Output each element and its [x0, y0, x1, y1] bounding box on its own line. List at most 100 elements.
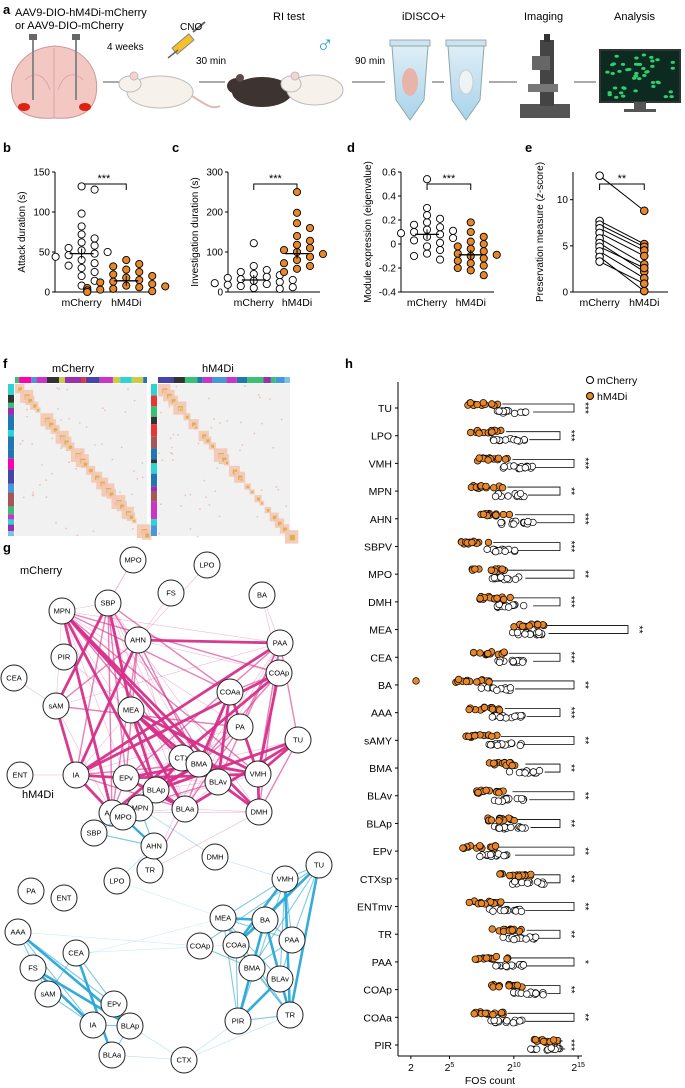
- correlation-peak: [89, 468, 93, 473]
- data-point-mcherry: [521, 464, 529, 472]
- data-point-hm4di: [459, 844, 467, 852]
- data-point-mcherry: [249, 283, 258, 293]
- data-point-hm4di: [466, 266, 475, 275]
- pair-line: [599, 246, 645, 269]
- significance-stars: **: [633, 626, 644, 634]
- correlation-cell: [133, 399, 136, 402]
- module-color-bar: [151, 459, 157, 464]
- virus-line-2: or AAV9-DIO-mCherry: [15, 20, 124, 32]
- data-point-hm4di: [498, 484, 507, 492]
- node-label: DMH: [206, 853, 223, 862]
- region-label: SBPV: [364, 541, 392, 553]
- network-edge: [279, 642, 299, 741]
- network-node-blap: BLAp: [116, 1012, 144, 1040]
- data-point-hm4di: [109, 284, 118, 293]
- network-node-epv: EPv: [100, 990, 128, 1018]
- data-point-hm4di: [492, 952, 501, 961]
- data-point-mcherry: [236, 275, 245, 284]
- data-point-hm4di: [479, 261, 488, 270]
- network-edge: [61, 610, 241, 728]
- correlation-cell: [76, 534, 79, 537]
- wait-label: 4 weeks: [107, 42, 144, 53]
- correlation-cell: [45, 479, 47, 481]
- significance-stars: ***: [565, 541, 576, 553]
- module-color-bar: [151, 424, 157, 437]
- network-node-mea: MEA: [117, 696, 145, 724]
- network-edge: [75, 726, 241, 776]
- module-color-bar: [8, 473, 14, 484]
- node-label: MPN: [132, 804, 149, 813]
- correlation-cell: [68, 461, 70, 464]
- data-point-mcherry: [409, 251, 419, 261]
- significance-stars: **: [579, 570, 590, 578]
- panel-b-chart: 0 50 100 150 mCherry hM4Di Attack duration (s)…: [17, 168, 170, 309]
- significance-bracket: [547, 625, 629, 634]
- correlation-cell: [60, 419, 63, 421]
- data-point-mcherry: [507, 739, 516, 747]
- data-point-mcherry: [486, 741, 495, 749]
- y-tick-label: 100: [33, 208, 50, 219]
- data-point-mcherry: [503, 1017, 511, 1025]
- node-circle: [226, 713, 254, 741]
- correlation-peak: [145, 533, 150, 538]
- node-circle: [305, 851, 333, 879]
- y-tick-label: 0: [390, 240, 396, 251]
- data-point-mcherry: [396, 229, 406, 238]
- correlation-cell: [158, 452, 160, 454]
- significance-stars: ***: [565, 651, 576, 663]
- node-label: MEA: [123, 706, 139, 715]
- monitor-cell: [645, 70, 650, 74]
- heatmap-mcherry-title: mCherry: [52, 363, 95, 375]
- data-point-hm4di: [639, 263, 649, 273]
- correlation-peak: [257, 497, 260, 501]
- data-point-hm4di: [466, 259, 475, 268]
- node-circle: [170, 1046, 198, 1074]
- module-color-bar: [151, 519, 157, 526]
- correlation-cell: [57, 408, 59, 410]
- pair-line: [599, 220, 645, 245]
- correlation-peak: [240, 478, 243, 481]
- significance-bracket: [498, 846, 575, 856]
- network-edge: [235, 864, 320, 946]
- correlation-cell: [101, 407, 104, 409]
- correlation-cell: [239, 449, 241, 452]
- data-point-mcherry: [249, 261, 258, 271]
- pair-line: [599, 261, 645, 285]
- correlation-cell: [133, 470, 135, 472]
- data-point-mcherry: [103, 247, 112, 257]
- module-color-bar: [8, 394, 14, 403]
- significance-bracket: [512, 791, 575, 801]
- data-point-hm4di: [495, 706, 504, 714]
- significance-bracket: [507, 486, 561, 496]
- pair-line: [599, 227, 645, 251]
- data-point-hm4di: [161, 282, 170, 291]
- network-edge: [149, 811, 260, 871]
- network-edge: [183, 1014, 291, 1061]
- node-label: VMH: [277, 875, 294, 884]
- panel-e-chart: 0 5 10 mCherry hM4Di Preservation measure (z-…: [535, 162, 668, 309]
- data-point-mcherry: [490, 574, 499, 582]
- region-label: TU: [378, 403, 392, 415]
- significance-bracket: [500, 735, 575, 745]
- monitor-cell: [631, 76, 637, 80]
- node-circle: [224, 1007, 252, 1035]
- male-symbol: ♂: [316, 31, 334, 58]
- data-point-hm4di: [305, 252, 315, 261]
- significance-bracket: [511, 957, 575, 967]
- data-point-hm4di: [482, 954, 491, 962]
- significance-stars: ***: [269, 173, 283, 185]
- correlation-peak: [266, 509, 270, 512]
- data-point-mcherry: [529, 768, 538, 776]
- pair-line: [599, 238, 645, 265]
- data-point-mcherry: [77, 209, 86, 218]
- module-color-bar: [202, 377, 212, 383]
- network-node-blaa: BLAa: [98, 1041, 126, 1069]
- region-label: MPO: [368, 569, 392, 581]
- correlation-peak: [202, 434, 207, 439]
- correlation-cell: [172, 459, 174, 461]
- correlation-peak: [206, 439, 210, 443]
- node-label: BLAa: [176, 805, 195, 814]
- data-point-hm4di: [489, 1010, 497, 1019]
- data-point-hm4di: [465, 732, 473, 741]
